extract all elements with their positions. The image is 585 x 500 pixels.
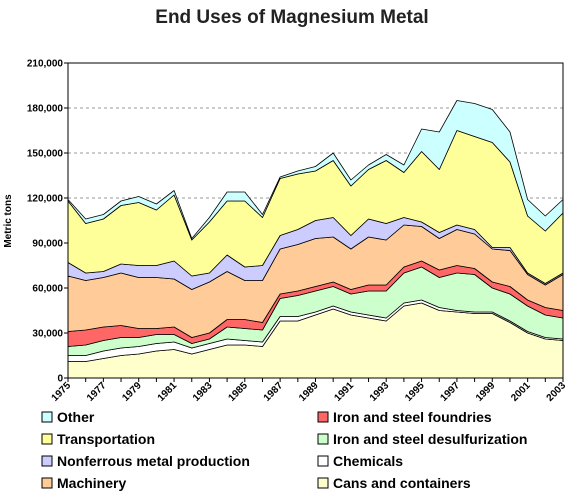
x-tick-label: 1997	[439, 380, 463, 404]
chart-title: End Uses of Magnesium Metal	[155, 7, 428, 28]
y-tick-label: 30,000	[32, 329, 63, 340]
legend-label-iron-and-steel-desulfurization: Iron and steel desulfurization	[333, 431, 527, 447]
x-tick-label: 1983	[191, 380, 215, 404]
y-axis-label: Metric tons	[3, 194, 14, 248]
y-tick-label: 120,000	[27, 194, 64, 205]
y-tick-label: 90,000	[32, 239, 63, 250]
y-tick-label: 180,000	[27, 104, 64, 115]
legend-label-nonferrous-metal-production: Nonferrous metal production	[57, 453, 250, 469]
x-tick-label: 1985	[226, 380, 250, 404]
y-axis-ticks: 0 30,000 60,000 90,000 120,000 150,000 180,000…	[27, 59, 68, 385]
x-tick-label: 1991	[333, 380, 357, 404]
stacked-areas	[67, 100, 564, 379]
x-tick-label: 1999	[474, 380, 498, 404]
legend-label-cans-and-containers: Cans and containers	[333, 475, 471, 491]
legend-swatch-chemicals	[317, 455, 329, 467]
legend-swatch-nonferrous-metal-production	[41, 455, 53, 467]
legend-swatch-other	[41, 411, 53, 423]
y-tick-label: 210,000	[27, 59, 64, 70]
x-tick-label: 1979	[120, 380, 144, 404]
y-tick-label: 150,000	[27, 149, 64, 160]
x-tick-label: 1993	[368, 380, 392, 404]
x-tick-label: 1989	[297, 380, 321, 404]
legend-label-other: Other	[57, 409, 95, 425]
legend-label-iron-and-steel-foundries: Iron and steel foundries	[333, 409, 492, 425]
x-tick-label: 1975	[50, 380, 74, 404]
legend-swatch-transportation	[41, 433, 53, 445]
legend-label-transportation: Transportation	[57, 431, 155, 447]
legend-swatch-cans-and-containers	[317, 477, 329, 489]
x-tick-label: 1987	[262, 380, 286, 404]
x-axis-ticks: 1975 1977 1979 1981 1983 1985 1987 1989 1991 1993…	[50, 378, 569, 404]
x-tick-label: 2001	[509, 380, 533, 404]
legend-swatch-iron-and-steel-foundries	[317, 411, 329, 423]
legend-swatch-iron-and-steel-desulfurization	[317, 433, 329, 445]
y-tick-label: 0	[57, 374, 63, 385]
x-tick-label: 1981	[156, 380, 180, 404]
legend-swatch-machinery	[41, 477, 53, 489]
y-tick-label: 60,000	[32, 284, 63, 295]
legend: Other Iron and steel foundries Transportat…	[41, 409, 527, 491]
legend-label-chemicals: Chemicals	[333, 453, 403, 469]
x-tick-label: 1995	[403, 380, 427, 404]
x-tick-label: 1977	[85, 380, 109, 404]
x-tick-label: 2003	[545, 380, 569, 404]
legend-label-machinery: Machinery	[57, 475, 126, 491]
